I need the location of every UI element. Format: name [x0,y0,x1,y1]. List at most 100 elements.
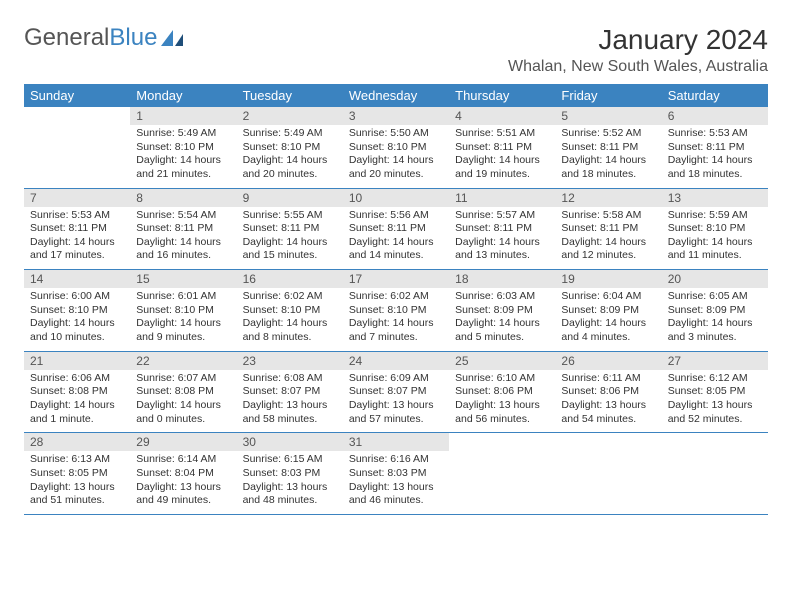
sunrise-text: Sunrise: 5:51 AM [455,127,549,141]
day-number: 8 [130,189,236,207]
day-cell: Sunrise: 6:01 AMSunset: 8:10 PMDaylight:… [130,288,236,351]
day-header-cell: Wednesday [343,84,449,107]
day-number: 30 [237,433,343,451]
sunset-text: Sunset: 8:10 PM [136,304,230,318]
sunset-text: Sunset: 8:09 PM [561,304,655,318]
day-cell: Sunrise: 5:50 AMSunset: 8:10 PMDaylight:… [343,125,449,188]
day-number: 25 [449,352,555,370]
sunrise-text: Sunrise: 6:00 AM [30,290,124,304]
day-number: 7 [24,189,130,207]
day-cell: Sunrise: 5:51 AMSunset: 8:11 PMDaylight:… [449,125,555,188]
sunset-text: Sunset: 8:11 PM [455,141,549,155]
sunset-text: Sunset: 8:10 PM [668,222,762,236]
day-number: 21 [24,352,130,370]
sunrise-text: Sunrise: 5:49 AM [136,127,230,141]
day-number: 17 [343,270,449,288]
day-number: 13 [662,189,768,207]
daylight-text: Daylight: 13 hours and 49 minutes. [136,481,230,508]
day-number: 22 [130,352,236,370]
calendar: SundayMondayTuesdayWednesdayThursdayFrid… [24,84,768,515]
day-cell: Sunrise: 6:16 AMSunset: 8:03 PMDaylight:… [343,451,449,514]
sunrise-text: Sunrise: 5:54 AM [136,209,230,223]
week-row: 78910111213Sunrise: 5:53 AMSunset: 8:11 … [24,189,768,271]
day-cell: Sunrise: 6:00 AMSunset: 8:10 PMDaylight:… [24,288,130,351]
day-cell: Sunrise: 6:07 AMSunset: 8:08 PMDaylight:… [130,370,236,433]
daylight-text: Daylight: 14 hours and 7 minutes. [349,317,443,344]
day-cell: Sunrise: 5:58 AMSunset: 8:11 PMDaylight:… [555,207,661,270]
logo-text-part2: Blue [109,24,157,52]
day-number: 2 [237,107,343,125]
day-cell [24,125,130,188]
daylight-text: Daylight: 13 hours and 57 minutes. [349,399,443,426]
day-header-cell: Monday [130,84,236,107]
day-number [555,433,661,451]
day-cell: Sunrise: 6:02 AMSunset: 8:10 PMDaylight:… [343,288,449,351]
daylight-text: Daylight: 13 hours and 46 minutes. [349,481,443,508]
day-number: 26 [555,352,661,370]
daylight-text: Daylight: 13 hours and 54 minutes. [561,399,655,426]
day-number: 24 [343,352,449,370]
day-cell: Sunrise: 5:59 AMSunset: 8:10 PMDaylight:… [662,207,768,270]
sunset-text: Sunset: 8:09 PM [455,304,549,318]
sunset-text: Sunset: 8:11 PM [30,222,124,236]
day-cell: Sunrise: 6:12 AMSunset: 8:05 PMDaylight:… [662,370,768,433]
day-number: 31 [343,433,449,451]
sunset-text: Sunset: 8:03 PM [349,467,443,481]
daylight-text: Daylight: 13 hours and 52 minutes. [668,399,762,426]
sunrise-text: Sunrise: 6:11 AM [561,372,655,386]
day-cell: Sunrise: 6:10 AMSunset: 8:06 PMDaylight:… [449,370,555,433]
sunrise-text: Sunrise: 6:06 AM [30,372,124,386]
day-number: 10 [343,189,449,207]
sunrise-text: Sunrise: 6:15 AM [243,453,337,467]
sunrise-text: Sunrise: 5:50 AM [349,127,443,141]
daylight-text: Daylight: 14 hours and 11 minutes. [668,236,762,263]
day-number: 19 [555,270,661,288]
sunrise-text: Sunrise: 6:05 AM [668,290,762,304]
sunrise-text: Sunrise: 6:12 AM [668,372,762,386]
sunrise-text: Sunrise: 5:58 AM [561,209,655,223]
day-cell [662,451,768,514]
week-row: 14151617181920Sunrise: 6:00 AMSunset: 8:… [24,270,768,352]
day-number: 28 [24,433,130,451]
day-cell: Sunrise: 6:05 AMSunset: 8:09 PMDaylight:… [662,288,768,351]
day-cell: Sunrise: 6:03 AMSunset: 8:09 PMDaylight:… [449,288,555,351]
sunset-text: Sunset: 8:06 PM [455,385,549,399]
day-header-cell: Tuesday [237,84,343,107]
sunset-text: Sunset: 8:10 PM [243,304,337,318]
daylight-text: Daylight: 14 hours and 4 minutes. [561,317,655,344]
sunrise-text: Sunrise: 5:53 AM [30,209,124,223]
day-number [449,433,555,451]
daylight-text: Daylight: 14 hours and 12 minutes. [561,236,655,263]
sunset-text: Sunset: 8:03 PM [243,467,337,481]
location: Whalan, New South Wales, Australia [508,58,768,76]
day-cell: Sunrise: 6:09 AMSunset: 8:07 PMDaylight:… [343,370,449,433]
daylight-text: Daylight: 14 hours and 16 minutes. [136,236,230,263]
sunset-text: Sunset: 8:07 PM [349,385,443,399]
day-cell: Sunrise: 6:11 AMSunset: 8:06 PMDaylight:… [555,370,661,433]
daylight-text: Daylight: 14 hours and 1 minute. [30,399,124,426]
day-cell: Sunrise: 5:49 AMSunset: 8:10 PMDaylight:… [237,125,343,188]
sunrise-text: Sunrise: 6:08 AM [243,372,337,386]
day-number: 3 [343,107,449,125]
day-cell: Sunrise: 5:54 AMSunset: 8:11 PMDaylight:… [130,207,236,270]
month-title: January 2024 [508,24,768,56]
sunset-text: Sunset: 8:11 PM [561,141,655,155]
sunset-text: Sunset: 8:11 PM [561,222,655,236]
day-cell: Sunrise: 6:13 AMSunset: 8:05 PMDaylight:… [24,451,130,514]
day-number: 29 [130,433,236,451]
day-cell: Sunrise: 6:15 AMSunset: 8:03 PMDaylight:… [237,451,343,514]
sunrise-text: Sunrise: 5:49 AM [243,127,337,141]
sunrise-text: Sunrise: 5:57 AM [455,209,549,223]
day-cell: Sunrise: 6:02 AMSunset: 8:10 PMDaylight:… [237,288,343,351]
day-cell: Sunrise: 6:04 AMSunset: 8:09 PMDaylight:… [555,288,661,351]
sunrise-text: Sunrise: 6:16 AM [349,453,443,467]
sunset-text: Sunset: 8:08 PM [136,385,230,399]
day-cell: Sunrise: 6:06 AMSunset: 8:08 PMDaylight:… [24,370,130,433]
day-number: 14 [24,270,130,288]
sunset-text: Sunset: 8:11 PM [668,141,762,155]
sunrise-text: Sunrise: 6:02 AM [243,290,337,304]
sunset-text: Sunset: 8:11 PM [136,222,230,236]
daylight-text: Daylight: 14 hours and 19 minutes. [455,154,549,181]
daylight-text: Daylight: 14 hours and 20 minutes. [349,154,443,181]
sunrise-text: Sunrise: 6:14 AM [136,453,230,467]
